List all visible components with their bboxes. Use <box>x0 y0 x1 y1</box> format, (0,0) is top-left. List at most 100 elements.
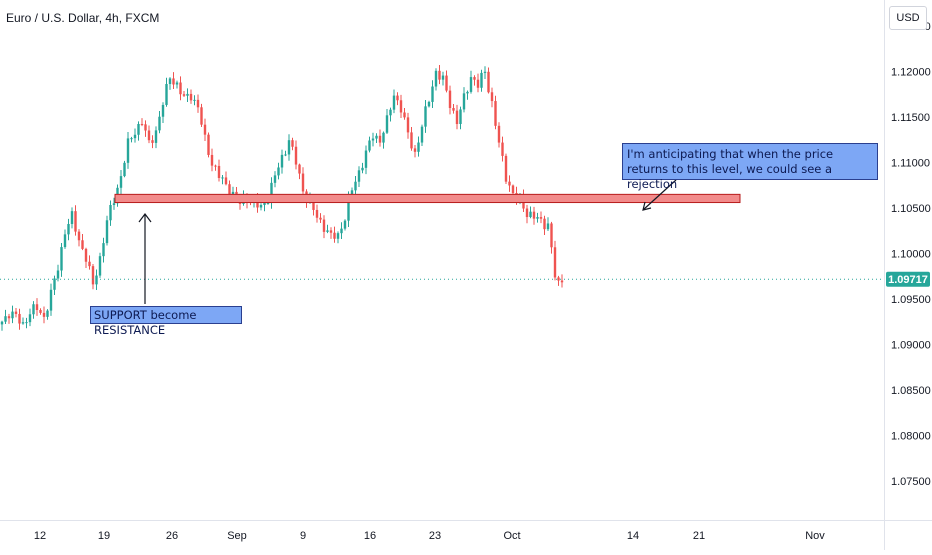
last-price-tag: 1.09717 <box>886 271 930 287</box>
candle <box>95 269 98 290</box>
candle <box>529 206 532 219</box>
symbol-title: Euro / U.S. Dollar, 4h, FXCM <box>6 11 160 25</box>
candle <box>385 108 389 134</box>
candle <box>168 77 172 90</box>
candle <box>413 145 417 158</box>
candle <box>35 298 39 316</box>
arrow-up <box>138 213 152 304</box>
candle <box>448 85 452 115</box>
candle <box>60 242 63 277</box>
x-tick-label: Nov <box>805 530 825 542</box>
candle <box>396 92 399 106</box>
candle <box>165 77 168 107</box>
candle <box>207 132 210 158</box>
candle <box>301 167 305 194</box>
candle <box>375 133 378 143</box>
candle <box>84 247 88 268</box>
candle <box>343 219 347 231</box>
candle <box>91 264 95 290</box>
candle <box>536 212 539 223</box>
candle <box>277 162 280 180</box>
candle <box>399 94 403 119</box>
x-tick-label: Oct <box>503 530 520 542</box>
x-axis-ticks[interactable]: 12 19 26 Sep 9 16 23 Oct 14 21 Nov <box>34 530 825 542</box>
candle <box>0 320 4 331</box>
candle <box>361 162 364 174</box>
candle <box>501 136 504 162</box>
candle <box>98 252 102 278</box>
candle <box>130 136 133 143</box>
candle <box>203 118 207 142</box>
candle <box>53 275 56 296</box>
candle <box>49 283 53 316</box>
candle <box>511 184 515 196</box>
candle <box>298 163 301 180</box>
y-tick-label: 1.11500 <box>891 112 930 124</box>
candle <box>459 106 462 130</box>
candle <box>431 80 434 109</box>
candle <box>434 68 438 91</box>
candle <box>224 171 228 186</box>
annotation-bottom-note[interactable]: SUPPORT become RESISTANCE <box>90 306 242 337</box>
candle <box>217 159 221 182</box>
currency-selector[interactable]: USD <box>889 6 927 30</box>
candle <box>322 215 326 239</box>
annotation-top-note[interactable]: I'm anticipating that when the price ret… <box>622 143 878 191</box>
candle <box>109 200 112 226</box>
x-tick-label: 9 <box>300 530 306 542</box>
candle <box>186 88 189 103</box>
candle <box>368 136 371 153</box>
resistance-zone[interactable] <box>114 193 741 204</box>
candle <box>424 99 427 133</box>
candle <box>483 66 487 79</box>
candle <box>81 233 84 251</box>
candle <box>158 110 161 134</box>
candle <box>210 148 214 172</box>
y-tick-label: 1.07500 <box>891 476 931 488</box>
y-tick-label: 1.09000 <box>891 339 931 351</box>
x-tick-label: 14 <box>627 530 639 542</box>
candle <box>133 128 137 143</box>
candle <box>438 64 441 85</box>
candle <box>151 135 154 149</box>
candle <box>329 227 333 239</box>
candle <box>340 222 343 240</box>
candle <box>319 213 322 224</box>
candle <box>137 121 140 141</box>
candle <box>196 94 200 113</box>
y-tick-label: 1.08000 <box>891 430 931 442</box>
y-axis-ticks[interactable]: 1.125001.120001.115001.110001.105001.100… <box>891 21 931 488</box>
candle <box>525 204 529 224</box>
candle <box>420 124 424 147</box>
candle <box>539 211 543 224</box>
candle <box>42 306 46 324</box>
candle <box>88 255 91 270</box>
candle <box>287 134 291 161</box>
candle <box>126 132 130 169</box>
candle <box>273 171 277 188</box>
candle <box>487 67 490 94</box>
candle <box>221 175 224 185</box>
candle <box>557 275 560 286</box>
candle <box>476 73 480 93</box>
y-tick-label: 1.08500 <box>891 385 931 397</box>
candle <box>200 103 203 128</box>
candle <box>315 204 319 223</box>
candle <box>473 75 476 86</box>
candle <box>161 102 165 124</box>
candle <box>354 175 357 196</box>
candle <box>140 118 144 127</box>
y-tick-label: 1.09500 <box>891 294 931 306</box>
candle <box>123 160 126 178</box>
candle <box>214 164 217 171</box>
candle <box>508 175 511 192</box>
x-tick-label: 12 <box>34 530 46 542</box>
candle <box>466 90 469 100</box>
candle <box>455 104 459 130</box>
candle <box>172 72 175 89</box>
candle <box>147 125 151 144</box>
candle <box>445 70 448 93</box>
candle <box>63 229 67 249</box>
